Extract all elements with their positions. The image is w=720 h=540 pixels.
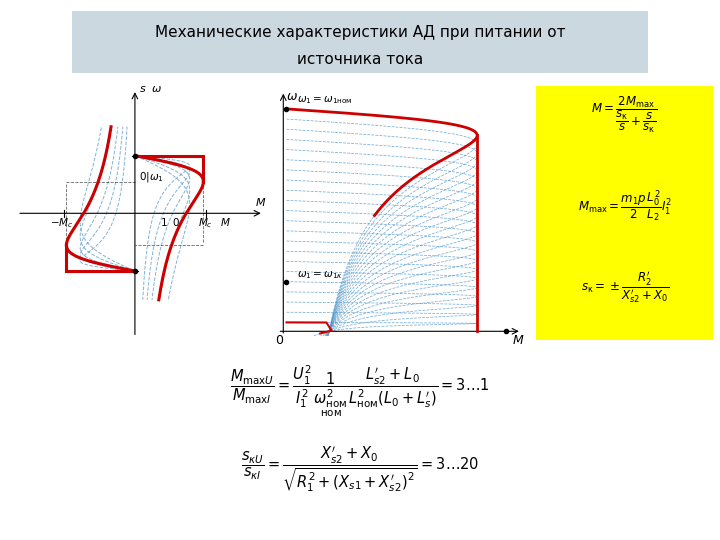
- Text: $0|\omega_1$: $0|\omega_1$: [139, 170, 163, 184]
- Text: $M$: $M$: [220, 216, 230, 228]
- FancyBboxPatch shape: [536, 86, 713, 340]
- Text: $1$: $1$: [160, 216, 167, 228]
- Text: $M_c$: $M_c$: [198, 216, 213, 230]
- Text: $M$: $M$: [256, 197, 266, 208]
- Text: источника тока: источника тока: [297, 52, 423, 67]
- Text: $-M_c$: $-M_c$: [50, 216, 73, 230]
- FancyBboxPatch shape: [55, 9, 665, 75]
- Text: $s_{\rm \kappa} = \pm\dfrac{R_2^{\prime}}{X_{s2}^{\prime} + X_0}$: $s_{\rm \kappa} = \pm\dfrac{R_2^{\prime}…: [580, 269, 669, 305]
- Text: $s$  $\omega$: $s$ $\omega$: [139, 84, 163, 94]
- Text: $M_{\rm max} = \dfrac{m_1 p}{2} \dfrac{L_0^2}{L_2} I_1^2$: $M_{\rm max} = \dfrac{m_1 p}{2} \dfrac{L…: [577, 188, 672, 223]
- Text: $\omega_1=\omega_{1\kappa}$: $\omega_1=\omega_{1\kappa}$: [297, 269, 343, 281]
- Text: $\dfrac{s_{\kappa U}}{s_{\kappa I}} = \dfrac{X_{s2}^{\prime}+X_0}{\sqrt{R_1^2+(X: $\dfrac{s_{\kappa U}}{s_{\kappa I}} = \d…: [241, 445, 479, 495]
- Text: $\dfrac{M_{{\rm max}U}}{M_{{\rm max}I}} = \dfrac{U_1^2}{I_1^2}\underset{{\rm ном: $\dfrac{M_{{\rm max}U}}{M_{{\rm max}I}} …: [230, 363, 490, 419]
- Text: $M$: $M$: [512, 334, 524, 347]
- Text: $M = \dfrac{2M_{\rm max}}{\dfrac{s_{\rm \kappa}}{s} + \dfrac{s}{s_{\rm \kappa}}}: $M = \dfrac{2M_{\rm max}}{\dfrac{s_{\rm …: [591, 94, 658, 134]
- Text: $0$: $0$: [274, 334, 284, 347]
- Text: $\omega_1=\omega_{1{\rm ном}}$: $\omega_1=\omega_{1{\rm ном}}$: [297, 94, 353, 106]
- Text: Механические характеристики АД при питании от: Механические характеристики АД при питан…: [155, 25, 565, 40]
- Text: $0$: $0$: [171, 216, 179, 228]
- Text: $\omega$: $\omega$: [287, 90, 298, 103]
